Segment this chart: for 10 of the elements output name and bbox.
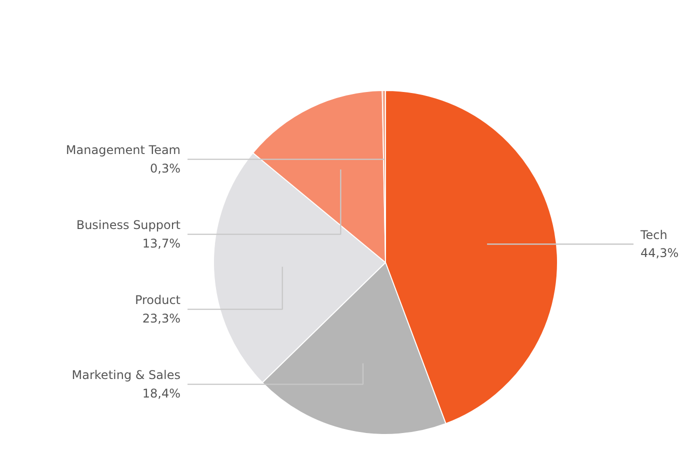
data-label: 44,3% xyxy=(640,246,679,260)
data-label: 23,3% xyxy=(142,311,181,326)
data-label: 0,3% xyxy=(150,161,181,176)
slice-label: Management Team xyxy=(66,143,181,158)
slice-label: Product xyxy=(134,293,181,308)
slice-label: Tech xyxy=(640,228,668,242)
data-label: 13,7% xyxy=(142,236,181,250)
data-label: 18,4% xyxy=(142,386,181,400)
slice-label: Business Support xyxy=(76,218,181,232)
slice-label: Marketing & Sales xyxy=(72,368,180,382)
